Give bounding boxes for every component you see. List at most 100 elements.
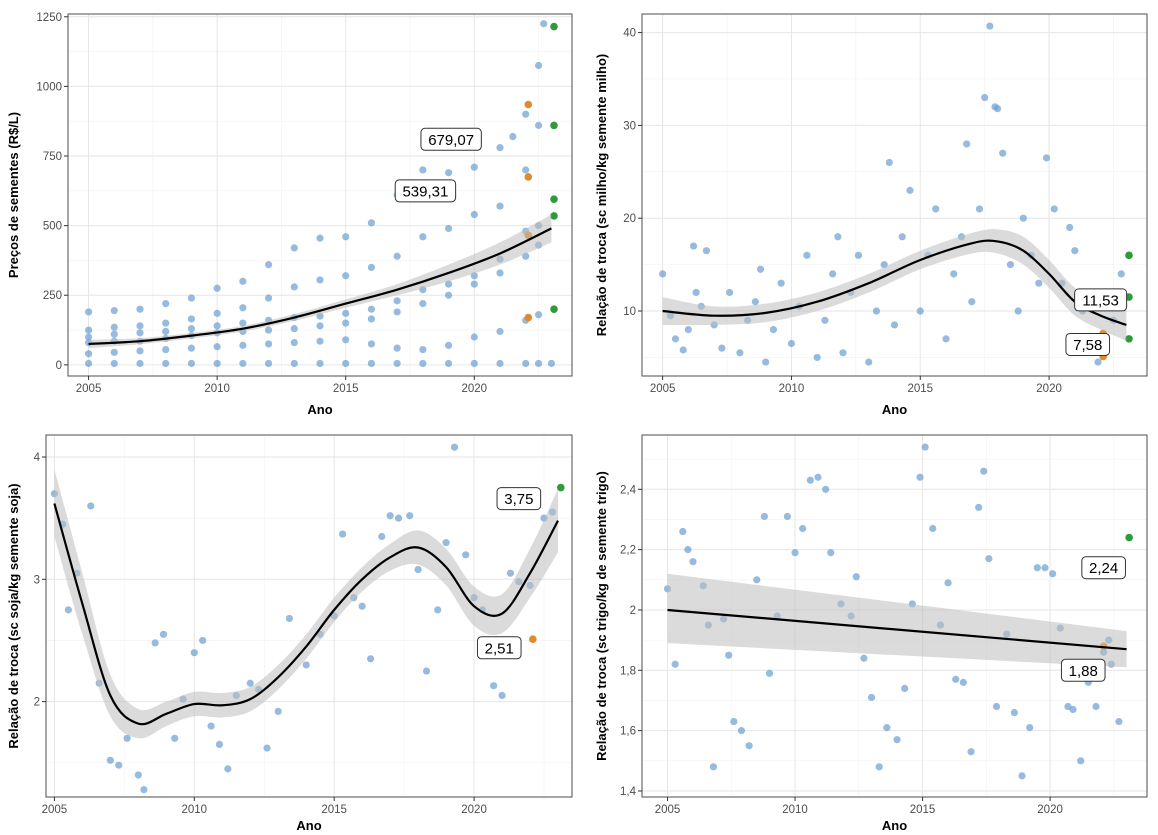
data-point [496, 144, 504, 152]
data-point [462, 551, 470, 559]
data-point [1049, 570, 1057, 578]
data-point [950, 270, 958, 278]
data-point [290, 359, 298, 368]
data-point [151, 639, 159, 647]
data-point [378, 532, 386, 541]
data-point [444, 224, 453, 233]
data-point [419, 166, 427, 174]
data-point [393, 359, 401, 368]
data-point [890, 321, 899, 329]
data-point [975, 503, 983, 511]
data-point [829, 270, 837, 278]
data-point [239, 359, 247, 368]
data-point [393, 252, 401, 260]
annotation-label: 11,53 [1074, 288, 1128, 312]
data-point [981, 93, 989, 102]
y-tick-label: 250 [43, 290, 62, 302]
data-point [718, 344, 726, 352]
x-tick-label: 2015 [333, 383, 359, 395]
series-3 [1125, 533, 1133, 542]
annotation-box [1065, 332, 1111, 356]
x-tick-label: 2020 [1037, 804, 1063, 816]
data-point [534, 359, 543, 368]
data-point [725, 651, 733, 659]
data-point [901, 684, 909, 693]
data-point [342, 319, 350, 327]
data-point [87, 502, 95, 510]
data-point [290, 244, 298, 252]
annotation-text: 11,53 [1082, 292, 1118, 309]
x-tick-label: 2015 [910, 804, 936, 816]
plot-content [84, 20, 558, 368]
y-tick-label: 0 [56, 360, 62, 372]
data-point-2023 [1125, 251, 1133, 260]
data-point [1035, 279, 1043, 287]
data-point [944, 579, 952, 587]
x-axis-title: Ano [882, 402, 907, 417]
annotation-label: 679,07 [420, 127, 482, 151]
data-point [422, 667, 431, 675]
panel-border [641, 434, 1148, 798]
data-point [393, 297, 401, 305]
data-point [367, 263, 376, 271]
data-point-2023 [550, 121, 558, 130]
data-point [393, 308, 401, 316]
annotation-label: 1,88 [1060, 658, 1106, 682]
data-point [783, 512, 791, 521]
data-point [1117, 270, 1125, 278]
data-point [342, 336, 350, 344]
data-point [1094, 358, 1102, 366]
data-point [898, 233, 906, 241]
data-point [726, 288, 734, 297]
data-point [419, 345, 427, 354]
data-point [1092, 702, 1100, 711]
data-point [999, 149, 1007, 157]
data-point [444, 359, 453, 368]
y-axis-title: Relação de troca (sc soja/kg semente soj… [6, 483, 21, 748]
annotation-box [1074, 288, 1128, 312]
x-tick-label: 2005 [76, 383, 102, 395]
data-point [187, 344, 196, 352]
data-point [959, 678, 967, 686]
data-point [213, 359, 221, 368]
data-point [490, 682, 498, 690]
data-point [110, 348, 118, 356]
y-tick-label: 500 [43, 221, 62, 233]
data-point [865, 358, 873, 366]
data-point [534, 311, 543, 319]
y-tick-label: 1250 [36, 12, 62, 24]
data-point [1071, 247, 1079, 255]
data-point-2023 [1125, 335, 1133, 343]
confidence-band [662, 229, 1127, 341]
data-point [187, 315, 196, 323]
confidence-band [667, 573, 1127, 668]
data-point [496, 359, 504, 368]
data-point-2023 [550, 195, 558, 203]
data-point [534, 61, 543, 70]
data-point [906, 186, 914, 194]
annotation-text: 3,75 [504, 491, 533, 508]
x-tick-label: 2020 [461, 383, 487, 395]
data-point [834, 233, 842, 241]
x-tick-label: 2020 [1036, 383, 1062, 395]
data-point [470, 163, 478, 171]
data-point [136, 347, 144, 355]
x-tick-label: 2010 [204, 383, 230, 395]
data-point [854, 251, 863, 259]
annotation-text: 1,88 [1069, 663, 1098, 680]
data-point [285, 614, 294, 623]
x-tick-label: 2005 [655, 804, 681, 816]
data-point [239, 277, 247, 285]
x-tick-label: 2005 [650, 383, 676, 395]
data-point [367, 305, 376, 313]
data-point [136, 359, 144, 368]
data-point [367, 340, 376, 348]
y-tick-label: 30 [623, 120, 636, 132]
data-point [952, 675, 960, 683]
data-point [162, 345, 170, 354]
data-point [84, 333, 93, 341]
plot-content [50, 443, 565, 794]
x-axis-title: Ano [296, 818, 321, 833]
annotation-box [1060, 658, 1106, 682]
data-point [803, 251, 811, 259]
